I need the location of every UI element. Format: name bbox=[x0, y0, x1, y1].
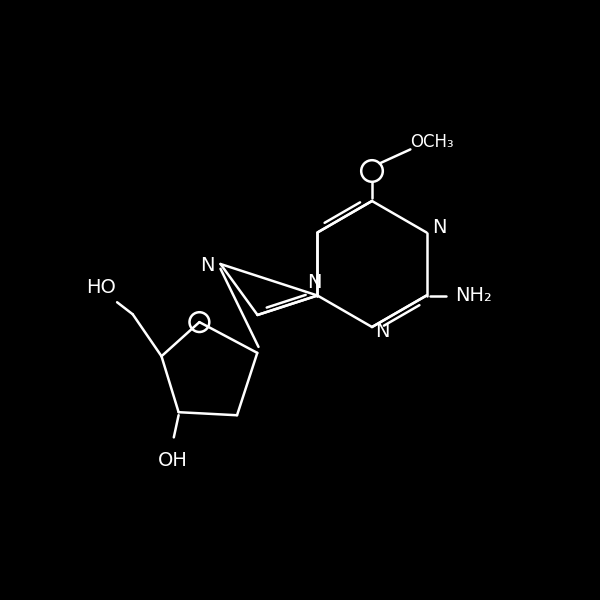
Text: HO: HO bbox=[86, 278, 116, 297]
Text: N: N bbox=[200, 256, 215, 275]
Text: OCH₃: OCH₃ bbox=[410, 133, 454, 151]
Text: N: N bbox=[376, 322, 390, 341]
Text: N: N bbox=[307, 273, 322, 292]
Text: N: N bbox=[433, 218, 447, 237]
Text: NH₂: NH₂ bbox=[455, 286, 492, 305]
Text: OH: OH bbox=[158, 451, 188, 470]
